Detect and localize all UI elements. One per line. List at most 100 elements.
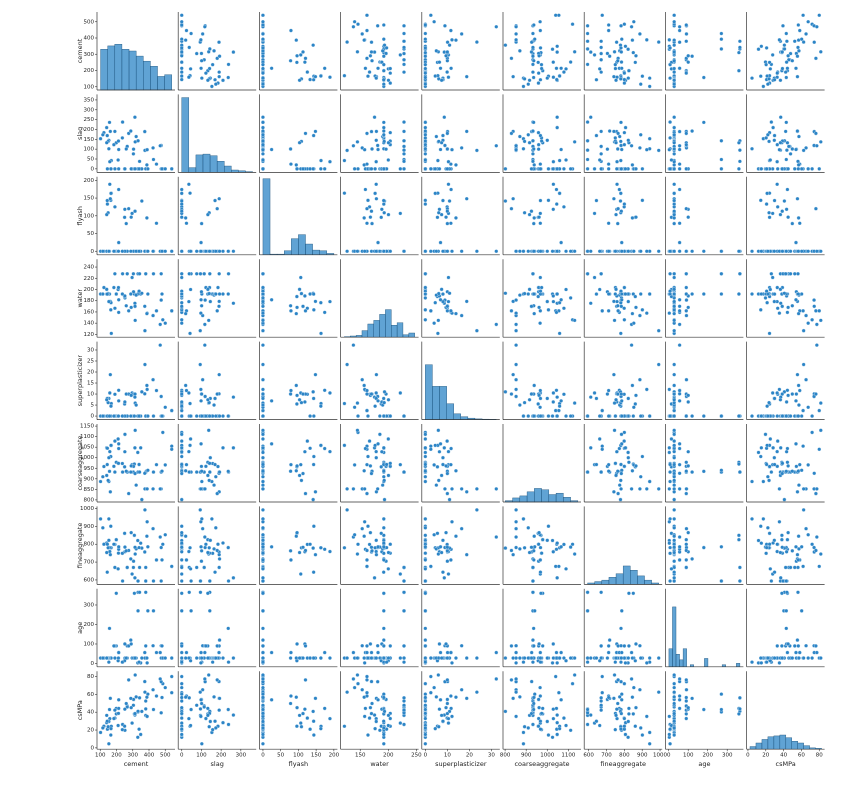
scatter-point [101, 133, 105, 137]
scatter-point [798, 221, 802, 225]
scatter-point [356, 167, 360, 171]
scatter-point [366, 74, 370, 78]
scatter-point [510, 57, 514, 61]
scatter-point [802, 656, 806, 660]
scatter-point [780, 591, 784, 595]
scatter-point [369, 531, 373, 535]
scatter-point [399, 572, 403, 576]
scatter-point [545, 300, 549, 304]
scatter-point [180, 54, 184, 58]
scatter-point [261, 148, 265, 152]
scatter-point [631, 414, 635, 418]
scatter-point [304, 309, 308, 313]
scatter-point [537, 306, 541, 310]
scatter-point [494, 144, 498, 148]
scatter-point [819, 319, 823, 323]
scatter-point [424, 249, 428, 253]
scatter-point [672, 305, 676, 309]
scatter-point [528, 551, 532, 555]
scatter-point [108, 627, 112, 631]
scatter-point [189, 567, 193, 571]
scatter-point [514, 323, 518, 327]
scatter-point [144, 644, 148, 648]
scatter-point [532, 292, 536, 296]
scatter-point [720, 139, 724, 143]
scatter-point [328, 300, 332, 304]
scatter-point [668, 148, 672, 152]
scatter-point [765, 444, 769, 448]
scatter-point [180, 498, 184, 502]
scatter-point [362, 656, 366, 660]
scatter-point [767, 211, 771, 215]
scatter-point [448, 43, 452, 47]
scatter-point [209, 539, 213, 543]
scatter-point [133, 712, 137, 716]
scatter-point [399, 656, 403, 660]
scatter-point [308, 414, 312, 418]
scatter-point [424, 152, 428, 156]
scatter-point [353, 167, 357, 171]
scatter-point [356, 552, 360, 556]
scatter-point [672, 409, 676, 413]
y-axis-label: flyash [76, 206, 84, 225]
scatter-point [668, 120, 672, 124]
scatter-point [217, 373, 221, 377]
scatter-point [152, 708, 156, 712]
scatter-point [595, 78, 599, 82]
scatter-point [475, 656, 479, 660]
scatter-point [607, 309, 611, 313]
scatter-point [261, 13, 265, 17]
scatter-point [797, 135, 801, 139]
scatter-point [209, 300, 213, 304]
scatter-point [616, 222, 620, 226]
scatter-point [796, 591, 800, 595]
scatter-point [672, 300, 676, 304]
scatter-point [117, 414, 121, 418]
scatter-point [200, 469, 204, 473]
scatter-point [386, 567, 390, 571]
y-tick-label: 15 [87, 381, 94, 387]
histogram-bar [609, 577, 616, 584]
scatter-point [672, 249, 676, 253]
scatter-point [589, 115, 593, 119]
scatter-point [518, 656, 522, 660]
scatter-point [109, 404, 113, 408]
scatter-point [672, 115, 676, 119]
scatter-point [720, 414, 724, 418]
scatter-point [552, 160, 556, 164]
scatter-point [573, 552, 577, 556]
scatter-point [620, 651, 624, 655]
scatter-point [770, 470, 774, 474]
scatter-point [382, 23, 386, 27]
scatter-point [598, 67, 602, 71]
scatter-point [180, 276, 184, 280]
scatter-point [541, 538, 545, 542]
scatter-point [429, 565, 433, 569]
scatter-point [155, 309, 159, 313]
scatter-point [780, 534, 784, 538]
x-tick-label: 200 [111, 753, 122, 759]
scatter-point [634, 306, 638, 310]
scatter-point [528, 398, 532, 402]
scatter-point [195, 414, 199, 418]
scatter-point [439, 241, 443, 245]
scatter-point [424, 551, 428, 555]
scatter-point [112, 414, 116, 418]
scatter-point [214, 526, 218, 530]
scatter-point [370, 392, 374, 396]
scatter-point [559, 651, 563, 655]
scatter-point [140, 710, 144, 714]
scatter-point [303, 60, 307, 64]
scatter-point [124, 222, 128, 226]
scatter-point [441, 134, 445, 138]
scatter-point [786, 188, 790, 192]
scatter-point [555, 414, 559, 418]
scatter-point [424, 656, 428, 660]
scatter-point [720, 167, 724, 171]
scatter-point [767, 77, 771, 81]
scatter-point [133, 545, 137, 549]
scatter-point [672, 414, 676, 418]
scatter-point [626, 656, 630, 660]
scatter-point [159, 395, 163, 399]
scatter-point [424, 158, 428, 162]
